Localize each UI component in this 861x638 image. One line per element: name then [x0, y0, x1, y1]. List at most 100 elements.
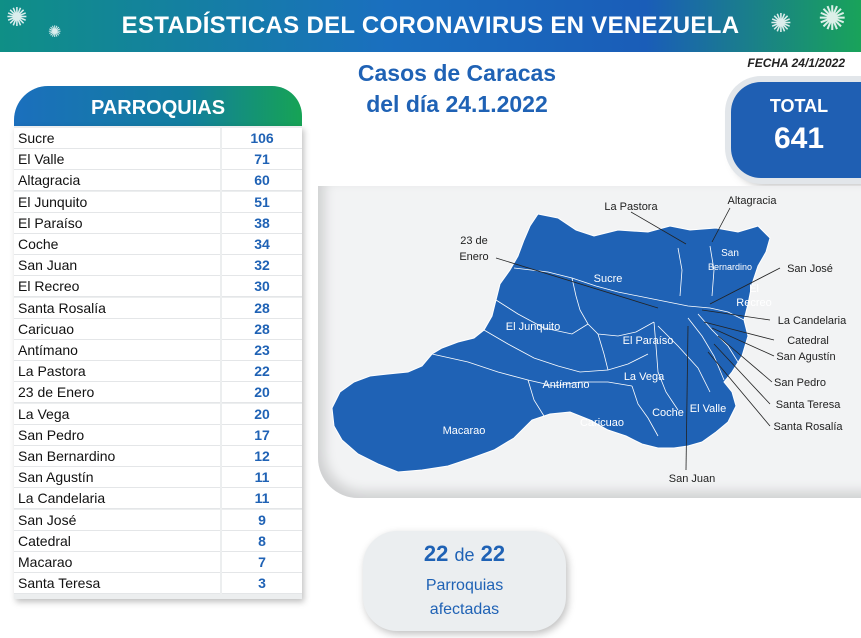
- map-label-el-recreo-1: El: [749, 283, 759, 295]
- parroquia-cases: 28: [254, 299, 270, 316]
- row-name-cell: Santa Teresa: [14, 573, 220, 595]
- row-value-cell: 11: [222, 467, 302, 489]
- map-region-fill: [331, 213, 771, 473]
- table-row: La Candelaria 11: [14, 488, 302, 510]
- parroquia-name: San Juan: [18, 257, 78, 274]
- row-value-cell: 32: [222, 255, 302, 277]
- row-name-cell: El Junquito: [14, 191, 220, 213]
- parroquia-name: Sucre: [18, 130, 55, 146]
- parroquia-name: El Recreo: [18, 278, 80, 295]
- afectadas-connector: de: [454, 545, 475, 565]
- table-row: Santa Rosalía 28: [14, 297, 302, 319]
- table-row: San José 9: [14, 509, 302, 531]
- row-value-cell: 38: [222, 212, 302, 234]
- row-name-cell: Caricuao: [14, 318, 220, 340]
- parroquia-cases: 22: [254, 363, 270, 380]
- page-title: ESTADÍSTICAS DEL CORONAVIRUS EN VENEZUEL…: [121, 12, 740, 39]
- map-label-coche: Coche: [652, 407, 684, 419]
- map-label-san-bernardino-1: San: [721, 248, 739, 259]
- parroquia-name: La Candelaria: [18, 490, 106, 507]
- afectadas-count: 22: [423, 541, 449, 566]
- parroquia-name: La Pastora: [18, 363, 86, 380]
- map-callout-santa-rosalia: Santa Rosalía: [773, 421, 843, 433]
- map-callout-san-juan: San Juan: [669, 473, 715, 485]
- afectadas-label-2: afectadas: [429, 601, 500, 618]
- parroquia-name: San Pedro: [18, 426, 85, 443]
- row-value-cell: 28: [222, 297, 302, 319]
- row-name-cell: Coche: [14, 234, 220, 255]
- row-name-cell: Sucre: [14, 128, 220, 149]
- parroquia-name: Santa Rosalía: [18, 299, 106, 316]
- afectadas-label-1: Parroquias: [425, 577, 504, 594]
- virus-icon-left: ✺: [6, 2, 28, 32]
- parroquia-name: San Agustín: [18, 469, 94, 486]
- table-row: La Pastora 22: [14, 361, 302, 383]
- total-value: 641: [773, 122, 825, 155]
- row-value-cell: 30: [222, 276, 302, 298]
- row-value-cell: 3: [222, 573, 302, 595]
- table-row: Macarao 7: [14, 552, 302, 573]
- virus-icon-right-large: ✺: [818, 0, 847, 38]
- afectadas-total: 22: [480, 541, 506, 566]
- row-value-cell: 17: [222, 424, 302, 446]
- table-row: El Paraíso 38: [14, 212, 302, 234]
- map-callout-la-candelaria: La Candelaria: [778, 315, 847, 327]
- map-label-el-junquito: El Junquito: [506, 321, 560, 333]
- parroquia-cases: 20: [254, 384, 270, 401]
- map-callout-catedral: Catedral: [787, 335, 829, 347]
- row-name-cell: El Paraíso: [14, 212, 220, 234]
- row-name-cell: Antímano: [14, 340, 220, 361]
- table-row: Coche 34: [14, 234, 302, 255]
- table-row: San Juan 32: [14, 255, 302, 277]
- map-callout-san-pedro: San Pedro: [774, 377, 826, 389]
- parroquia-name: 23 de Enero: [18, 384, 95, 401]
- parroquia-name: El Junquito: [18, 193, 88, 210]
- parroquia-name: Antímano: [18, 342, 78, 358]
- table-row: La Vega 20: [14, 403, 302, 425]
- parroquia-name: Catedral: [18, 532, 71, 549]
- parroquia-cases: 34: [254, 236, 270, 252]
- report-title: Casos de Caracas del día 24.1.2022: [322, 58, 592, 120]
- row-name-cell: El Valle: [14, 149, 220, 171]
- map-callout-san-jose: San José: [787, 263, 833, 275]
- map-callout-la-pastora: La Pastora: [604, 201, 658, 213]
- parroquia-cases: 12: [254, 448, 270, 464]
- row-value-cell: 7: [222, 552, 302, 573]
- parroquia-cases: 17: [254, 426, 270, 443]
- row-value-cell: 28: [222, 318, 302, 340]
- row-value-cell: 51: [222, 191, 302, 213]
- map-label-san-bernardino-2: Bernardino: [708, 262, 752, 272]
- row-name-cell: Catedral: [14, 530, 220, 552]
- virus-icon-left-small: ✺: [48, 24, 62, 41]
- row-name-cell: San Pedro: [14, 424, 220, 446]
- parroquia-name: Caricuao: [18, 320, 75, 337]
- row-value-cell: 8: [222, 530, 302, 552]
- parroquia-cases: 9: [258, 511, 266, 528]
- table-row: Antímano 23: [14, 340, 302, 361]
- parroquia-cases: 11: [254, 469, 270, 486]
- row-name-cell: Macarao: [14, 552, 220, 573]
- parroquia-cases: 11: [254, 490, 270, 507]
- afectadas-card: 22 de 22 Parroquias afectadas: [363, 531, 566, 631]
- parroquia-name: Coche: [18, 236, 59, 252]
- parroquia-cases: 38: [254, 214, 270, 231]
- table-row: San Pedro 17: [14, 424, 302, 446]
- map-label-sucre: Sucre: [594, 273, 623, 285]
- row-value-cell: 20: [222, 382, 302, 404]
- table-row: Sucre 106: [14, 128, 302, 149]
- table-row: El Valle 71: [14, 149, 302, 171]
- map-callout-lines: [495, 207, 781, 471]
- map-callout-23-de-enero-2: Enero: [459, 251, 488, 263]
- map-callout-23-de-enero-1: 23 de: [460, 235, 488, 247]
- row-value-cell: 71: [222, 149, 302, 171]
- parroquias-header: PARROQUIAS: [14, 86, 302, 126]
- parroquia-cases: 60: [254, 172, 270, 189]
- table-row: San Agustín 11: [14, 467, 302, 489]
- row-value-cell: 9: [222, 509, 302, 531]
- row-value-cell: 12: [222, 446, 302, 467]
- parroquia-name: San Bernardino: [18, 448, 116, 464]
- table-row: El Recreo 30: [14, 276, 302, 298]
- map-callout-san-agustin: San Agustín: [776, 351, 835, 363]
- afectadas-count-line: 22 de 22: [363, 541, 566, 567]
- map-label-antimano: Antímano: [542, 379, 589, 391]
